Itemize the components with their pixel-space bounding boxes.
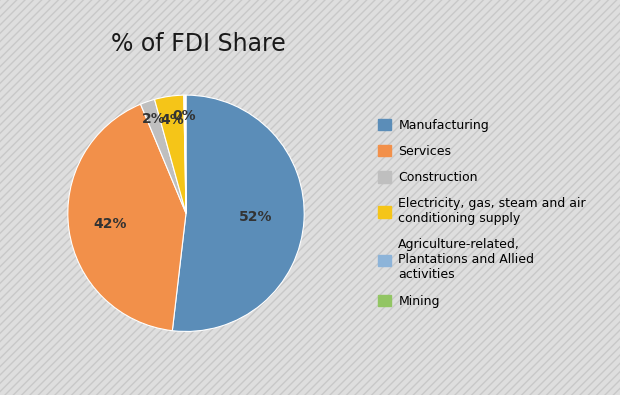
Text: 0%: 0% (173, 109, 197, 123)
Text: 52%: 52% (239, 210, 272, 224)
Text: 42%: 42% (94, 217, 127, 231)
Wedge shape (184, 95, 186, 213)
Text: % of FDI Share: % of FDI Share (111, 32, 286, 56)
Text: 2%: 2% (141, 112, 166, 126)
Wedge shape (68, 104, 186, 331)
Legend: Manufacturing, Services, Construction, Electricity, gas, steam and air
condition: Manufacturing, Services, Construction, E… (378, 119, 586, 308)
Wedge shape (185, 95, 186, 213)
Wedge shape (141, 100, 186, 213)
Text: 4%: 4% (161, 113, 184, 127)
Wedge shape (172, 95, 304, 331)
Wedge shape (154, 95, 186, 213)
